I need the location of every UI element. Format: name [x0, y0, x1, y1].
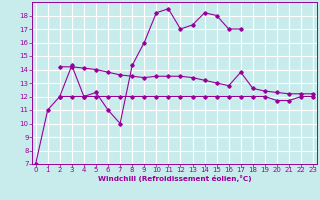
X-axis label: Windchill (Refroidissement éolien,°C): Windchill (Refroidissement éolien,°C) [98, 175, 251, 182]
